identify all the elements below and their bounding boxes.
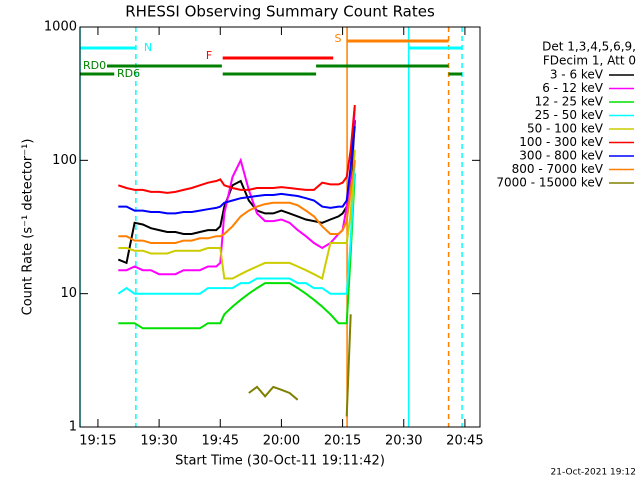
series-line — [118, 173, 356, 330]
flag-label: S — [335, 32, 342, 45]
legend-label: 50 - 100 keV — [527, 122, 604, 136]
series-line — [118, 160, 356, 244]
series-line — [118, 107, 356, 276]
legend-title: FDecim 1, Att 0 — [543, 54, 636, 68]
legend-title: Det 1,3,4,5,6,9, — [542, 40, 636, 54]
y-tick-label: 1000 — [44, 20, 77, 35]
x-tick-label: 19:30 — [140, 434, 177, 449]
x-tick-label: 19:15 — [79, 434, 116, 449]
legend-label: 7000 - 15000 keV — [496, 176, 603, 190]
legend-label: 25 - 50 keV — [535, 108, 604, 122]
legend-label: 12 - 25 keV — [535, 95, 604, 109]
flag-label: F — [206, 49, 212, 62]
series-line — [248, 314, 352, 417]
plot-frame — [79, 26, 481, 428]
y-tick-label: 10 — [60, 286, 77, 301]
series-line — [117, 120, 356, 265]
x-tick-label: 19:45 — [202, 434, 239, 449]
footer: 21-Oct-2021 19:12 — [551, 468, 636, 478]
y-tick-label: 100 — [52, 153, 77, 168]
series-line — [117, 160, 356, 295]
legend-label: 800 - 7000 keV — [512, 162, 604, 176]
x-tick-label: 20:00 — [263, 434, 300, 449]
x-tick-label: 20:45 — [446, 434, 483, 449]
legend-label: 3 - 6 keV — [550, 68, 604, 82]
legend-label: 300 - 800 keV — [519, 149, 603, 163]
legend-label: 6 - 12 keV — [542, 81, 604, 95]
x-tick-label: 20:30 — [385, 434, 422, 449]
flag-label: N — [144, 41, 152, 54]
legend-label: 100 - 300 keV — [519, 135, 603, 149]
y-axis-label: Count Rate (s⁻¹ detector⁻¹) — [21, 139, 36, 316]
flag-label: RD0 — [83, 59, 106, 72]
series-line — [118, 149, 356, 280]
chart-title: RHESSI Observing Summary Count Rates — [125, 3, 435, 21]
flag-label: RD6 — [117, 67, 140, 80]
x-tick-label: 20:15 — [324, 434, 361, 449]
x-axis-label: Start Time (30-Oct-11 19:11:42) — [175, 454, 385, 469]
y-tick-label: 1 — [69, 420, 77, 435]
series-line — [118, 126, 356, 215]
series-line — [117, 104, 356, 194]
